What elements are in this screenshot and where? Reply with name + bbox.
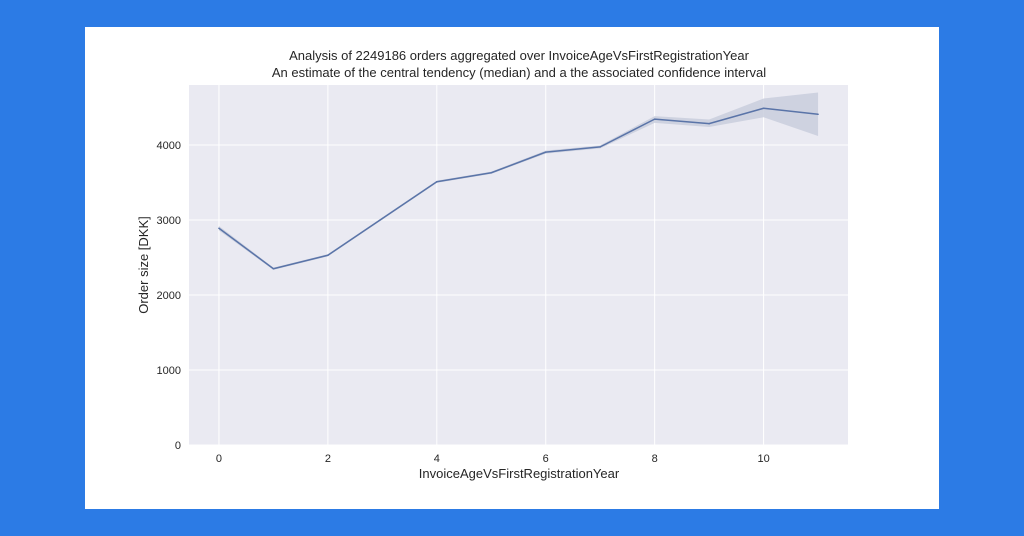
series-line-layer xyxy=(218,107,819,270)
data-point xyxy=(599,146,601,148)
x-tick-label: 6 xyxy=(543,453,549,465)
data-point xyxy=(653,118,656,120)
data-point xyxy=(327,254,329,257)
chart-subtitle: An estimate of the central tendency (med… xyxy=(272,65,766,80)
y-tick-label: 1000 xyxy=(157,365,181,377)
y-tick-label: 0 xyxy=(175,440,181,452)
data-point xyxy=(490,171,493,174)
data-point xyxy=(708,122,710,125)
y-tick-label: 2000 xyxy=(157,290,181,302)
grid xyxy=(189,85,848,446)
data-point xyxy=(381,217,384,220)
y-tick-labels: 0 1000 2000 3000 4000 xyxy=(157,140,181,452)
data-point xyxy=(272,267,275,270)
data-point xyxy=(436,180,438,183)
data-point xyxy=(762,107,765,110)
x-tick-label: 10 xyxy=(757,453,769,465)
x-tick-label: 4 xyxy=(434,453,440,465)
x-tick-label: 0 xyxy=(216,453,222,465)
x-tick-labels: 0 2 4 6 8 10 xyxy=(216,453,770,465)
data-point xyxy=(817,113,819,116)
chart-title: Analysis of 2249186 orders aggregated ov… xyxy=(289,48,750,63)
data-point xyxy=(218,227,220,230)
y-tick-label: 4000 xyxy=(157,140,181,152)
data-point xyxy=(544,151,547,153)
y-axis-label: Order size [DKK] xyxy=(136,216,151,314)
y-tick-label: 3000 xyxy=(157,215,181,227)
chart-card: Analysis of 2249186 orders aggregated ov… xyxy=(85,27,939,509)
x-tick-label: 8 xyxy=(652,453,658,465)
series-line xyxy=(218,107,819,270)
x-axis-label: InvoiceAgeVsFirstRegistrationYear xyxy=(419,466,620,481)
chart: Analysis of 2249186 orders aggregated ov… xyxy=(136,48,848,481)
x-tick-label: 2 xyxy=(325,453,331,465)
